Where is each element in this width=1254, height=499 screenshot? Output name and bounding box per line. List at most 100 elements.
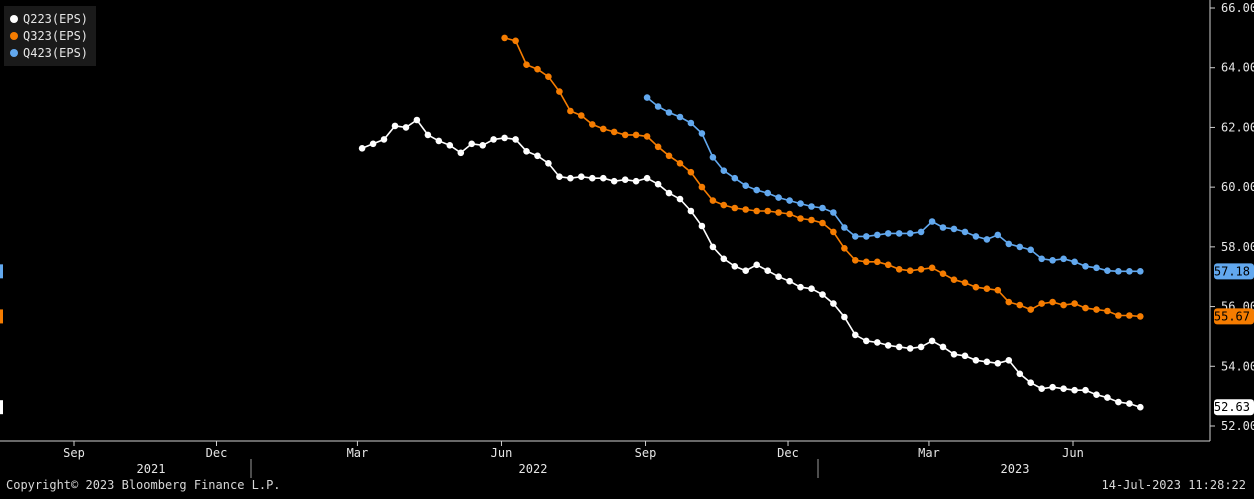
data-point-q223-eps [917, 343, 925, 351]
data-point-q323-eps [501, 34, 508, 42]
legend-label-q423: Q423(EPS) [23, 45, 89, 60]
data-point-q423-eps [874, 231, 881, 239]
data-point-q223-eps [479, 142, 487, 149]
x-tick-label: Mar [918, 446, 940, 460]
data-point-q323-eps [742, 206, 749, 213]
legend-item-q423: Q423(EPS) [10, 44, 88, 61]
series-line-q423-eps [646, 96, 1141, 273]
data-point-q223-eps [610, 177, 618, 185]
last-value-label-q323-eps: 55.67 [1214, 309, 1250, 323]
data-point-q323-eps [600, 125, 607, 133]
data-point-q223-eps [939, 343, 947, 351]
data-point-q323-eps [621, 131, 629, 139]
data-point-q223-eps [380, 136, 388, 143]
series-line-q223-eps [361, 118, 1141, 408]
data-point-q423-eps [1126, 268, 1133, 275]
left-marker-q423-eps [0, 264, 3, 279]
data-point-q423-eps [687, 119, 695, 127]
data-point-q223-eps [1115, 398, 1122, 406]
data-point-q223-eps [534, 152, 541, 160]
data-point-q323-eps [1038, 300, 1045, 307]
last-value-box-q423-eps [1214, 263, 1254, 280]
data-point-q223-eps [435, 137, 443, 145]
data-point-q423-eps [1115, 268, 1122, 275]
data-point-q223-eps [961, 352, 969, 360]
data-point-q423-eps [950, 225, 958, 233]
data-point-q423-eps [884, 230, 892, 237]
data-point-q423-eps [764, 189, 771, 197]
data-point-q223-eps [895, 343, 903, 351]
data-point-q423-eps [1104, 267, 1111, 275]
left-marker-q323-eps [0, 309, 3, 324]
data-point-q423-eps [852, 233, 859, 240]
y-tick-label: 62.00 [1221, 120, 1254, 134]
data-point-q223-eps [413, 116, 421, 124]
data-point-q323-eps [654, 143, 662, 151]
data-point-q423-eps [1049, 257, 1056, 264]
data-point-q323-eps [512, 37, 519, 45]
data-point-q223-eps [742, 267, 749, 275]
data-point-q323-eps [523, 61, 530, 68]
y-tick-label: 58.00 [1221, 240, 1254, 254]
data-point-q223-eps [830, 300, 837, 307]
data-point-q423-eps [698, 130, 706, 137]
last-value-box-q323-eps [1214, 308, 1254, 325]
data-point-q323-eps [1137, 313, 1144, 320]
data-point-q423-eps [830, 209, 837, 216]
data-point-q223-eps [786, 277, 793, 285]
data-point-q423-eps [983, 236, 991, 243]
data-point-q223-eps [928, 337, 936, 345]
data-point-q223-eps [884, 342, 892, 349]
data-point-q423-eps [863, 233, 870, 240]
data-point-q223-eps [1126, 400, 1133, 407]
data-point-q423-eps [895, 230, 903, 237]
data-point-q323-eps [1016, 301, 1024, 309]
data-point-q223-eps [556, 173, 563, 180]
data-point-q223-eps [808, 285, 815, 293]
data-point-q223-eps [523, 148, 530, 155]
data-point-q423-eps [1093, 264, 1100, 272]
data-point-q223-eps [632, 177, 640, 185]
legend-swatch-q323 [10, 31, 18, 40]
data-point-q323-eps [928, 264, 936, 272]
data-point-q423-eps [1038, 255, 1045, 263]
data-point-q423-eps [1027, 246, 1034, 254]
data-point-q223-eps [753, 261, 760, 269]
legend-swatch-q423 [10, 48, 18, 57]
data-point-q323-eps [556, 88, 563, 95]
data-point-q323-eps [972, 283, 980, 291]
data-point-q323-eps [808, 216, 815, 224]
data-point-q223-eps [490, 136, 497, 143]
data-point-q323-eps [720, 201, 728, 209]
y-tick-label: 64.00 [1221, 61, 1254, 75]
data-point-q223-eps [643, 174, 651, 182]
data-point-q223-eps [501, 134, 508, 142]
x-axis-ticks: Sep Dec Mar Jun Sep Dec Mar Jun 2021 2022 2023 [63, 441, 1084, 478]
y-tick-label: 54.00 [1221, 359, 1254, 373]
data-point-q223-eps [775, 273, 782, 281]
data-point-q323-eps [917, 266, 925, 273]
data-point-q223-eps [687, 207, 695, 215]
data-point-q223-eps [764, 267, 771, 275]
data-point-q323-eps [852, 257, 859, 264]
data-point-q323-eps [884, 261, 892, 269]
series-line-q323-eps [504, 37, 1141, 318]
y-tick-label: 60.00 [1221, 180, 1254, 194]
data-point-q323-eps [589, 121, 596, 128]
copyright-text: Copyright© 2023 Bloomberg Finance L.P. [6, 478, 281, 492]
data-point-q323-eps [775, 209, 782, 216]
data-point-q223-eps [1049, 383, 1056, 391]
data-point-q223-eps [589, 174, 596, 182]
data-point-q423-eps [1060, 255, 1067, 263]
data-point-q323-eps [610, 128, 618, 136]
data-point-q423-eps [676, 113, 684, 121]
data-point-q323-eps [698, 183, 706, 191]
data-point-q323-eps [665, 152, 673, 160]
data-point-q223-eps [731, 263, 739, 270]
data-point-q223-eps [1137, 403, 1144, 411]
data-point-q423-eps [841, 224, 848, 231]
data-point-q323-eps [983, 285, 991, 293]
data-point-q223-eps [1016, 370, 1024, 378]
data-point-q323-eps [567, 107, 574, 115]
